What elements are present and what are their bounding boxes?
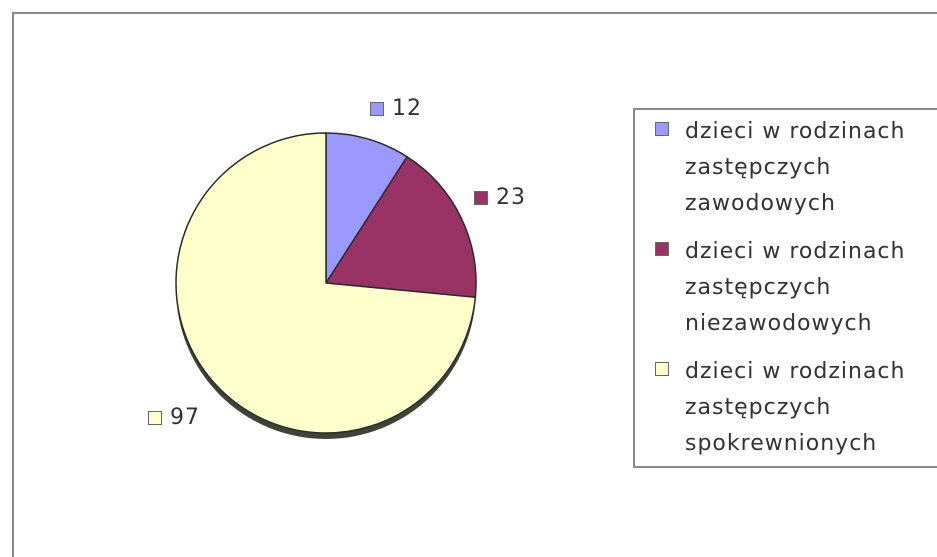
data-label-swatch [474,191,488,205]
legend-swatch [655,122,669,136]
data-label-swatch [148,411,162,425]
legend-label: dzieci w rodzinach zastępczych niezawodo… [685,239,906,336]
chart-frame [12,12,937,557]
data-label-swatch [370,102,384,116]
pie-slice-0 [325,132,409,286]
pie-slice-2 [175,132,477,434]
legend-label: dzieci w rodzinach zastępczych zawodowyc… [685,119,906,216]
legend-label: dzieci w rodzinach zastępczych spokrewni… [685,359,906,456]
data-label-spokrewnionych: 97 [148,405,200,430]
data-label-zawodowych: 12 [370,96,422,121]
legend-swatch [655,242,669,256]
pie-slice-1 [324,155,477,299]
legend-swatch [655,362,669,376]
chart-legend: dzieci w rodzinach zastępczych zawodowyc… [633,108,937,468]
data-label-niezawodowych: 23 [474,185,526,210]
